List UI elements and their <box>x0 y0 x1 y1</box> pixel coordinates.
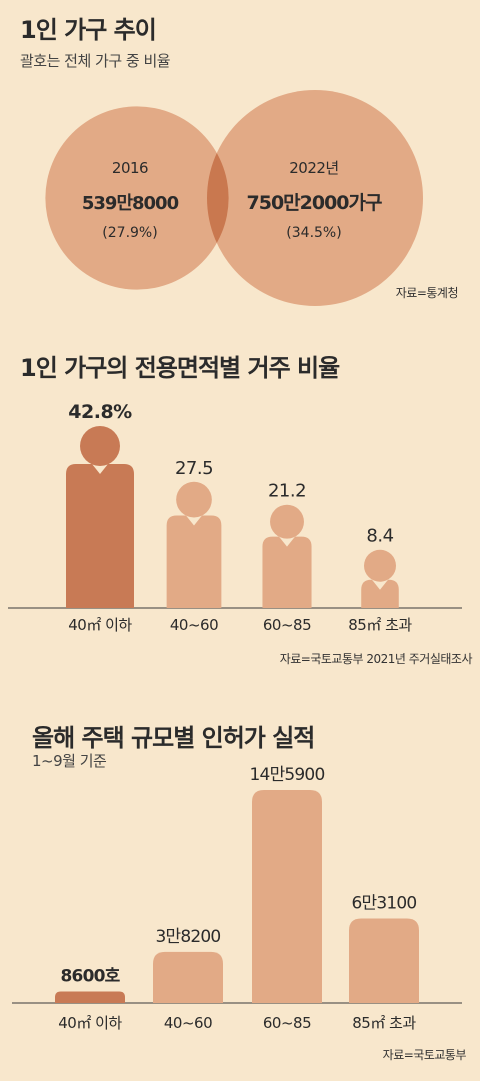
person-head-1 <box>176 481 212 518</box>
person-bar-chart: 42.8% 40㎡ 이하 27.5 40~60 21.2 60~85 8.4 85㎡ 초과 <box>8 401 462 634</box>
person-body-3 <box>361 579 399 608</box>
category-label: 40㎡ 이하 <box>58 1014 122 1032</box>
bubble-share-label: (34.5%) <box>286 225 341 241</box>
value-label: 14만5900 <box>250 765 325 785</box>
chart2-title: 1인 가구의 전용면적별 거주 비율 <box>20 354 340 382</box>
bubble-value-label: 750만2000가구 <box>247 192 383 214</box>
chart1-source: 자료=통계청 <box>395 286 459 300</box>
person-body-1 <box>166 515 222 608</box>
bar-2 <box>252 790 322 1003</box>
chart1-title: 1인 가구 추이 <box>20 16 157 44</box>
bubble-2022년 <box>207 90 423 306</box>
category-label: 40~60 <box>170 616 218 634</box>
person-body-2 <box>262 536 312 608</box>
chart3-subtitle: 1~9월 기준 <box>32 752 107 770</box>
category-label: 60~85 <box>263 1014 311 1032</box>
value-label: 8600호 <box>61 966 121 986</box>
bar-3 <box>349 918 419 1003</box>
category-label: 40㎡ 이하 <box>68 616 132 634</box>
bar-1 <box>153 951 223 1003</box>
category-label: 85㎡ 초과 <box>352 1014 416 1032</box>
chart3-title: 올해 주택 규모별 인허가 실적 <box>32 724 315 752</box>
category-label: 60~85 <box>263 616 311 634</box>
permit-bar-chart: 8600호 40㎡ 이하 3만8200 40~60 14만5900 60~85 6만3100… <box>12 765 462 1032</box>
value-label: 27.5 <box>175 458 213 479</box>
person-head-2 <box>270 504 304 539</box>
value-label: 21.2 <box>268 481 306 502</box>
chart1-subtitle: 괄호는 전체 가구 중 비율 <box>20 52 171 70</box>
person-body-0 <box>66 464 134 608</box>
chart2-source: 자료=국토교통부 2021년 주거실태조사 <box>279 652 473 666</box>
category-label: 40~60 <box>164 1014 212 1032</box>
value-label: 6만3100 <box>352 893 417 913</box>
value-label: 8.4 <box>366 526 393 547</box>
bubble-value-label: 539만8000 <box>82 193 179 214</box>
bubble-year-label: 2016 <box>112 159 148 177</box>
bubble-chart: 2016 539만8000 (27.9%) 2022년 750만2000가구 (34.5%… <box>45 90 423 306</box>
bar-0 <box>55 991 125 1003</box>
value-label: 3만8200 <box>156 927 221 947</box>
category-label: 85㎡ 초과 <box>348 616 412 634</box>
bubble-share-label: (27.9%) <box>102 225 157 241</box>
bubble-2016 <box>45 106 229 290</box>
value-label: 42.8% <box>68 401 132 423</box>
chart3-source: 자료=국토교통부 <box>382 1048 467 1062</box>
person-head-3 <box>364 549 396 582</box>
person-head-0 <box>80 426 120 466</box>
bubble-year-label: 2022년 <box>289 159 338 177</box>
